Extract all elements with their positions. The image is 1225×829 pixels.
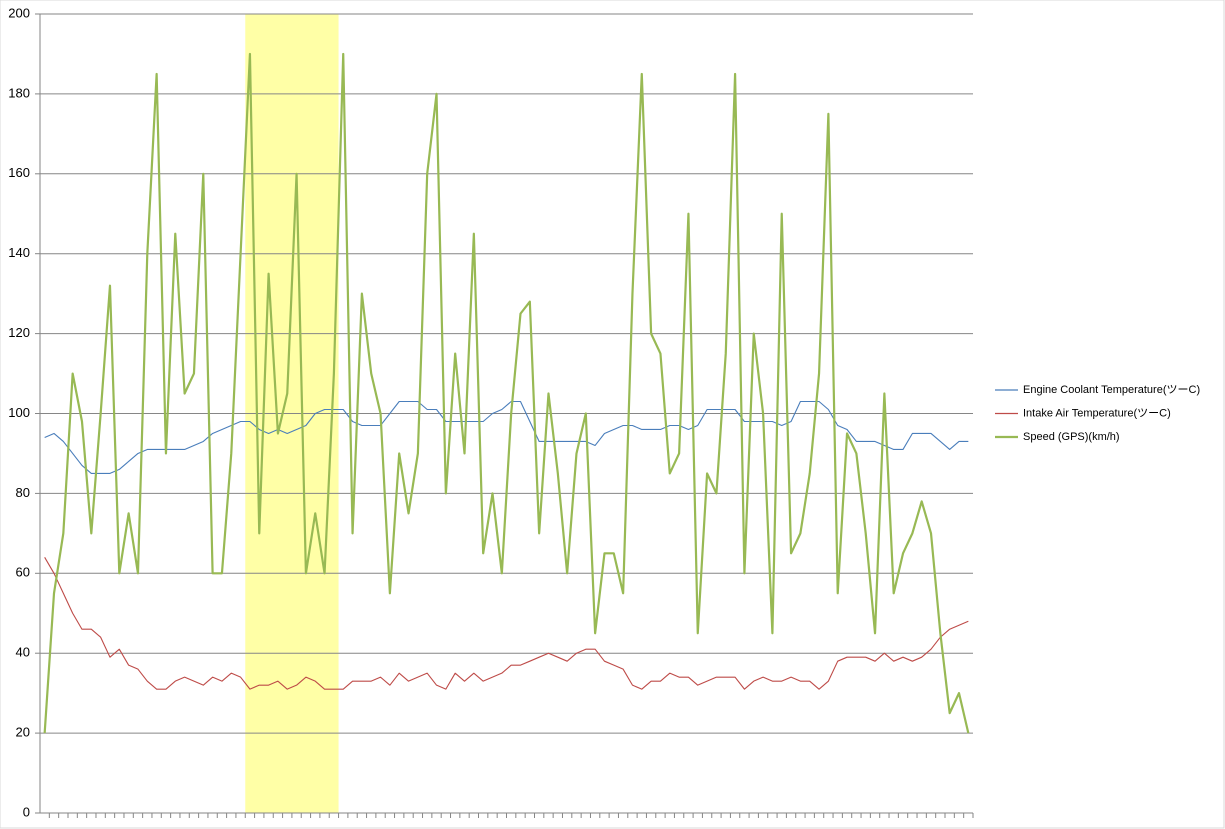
- y-tick-label: 0: [23, 804, 30, 819]
- y-tick-label: 120: [8, 325, 30, 340]
- series-line: [44, 557, 969, 690]
- y-tick-label: 200: [8, 5, 30, 20]
- legend-label: Speed (GPS)(km/h): [1023, 431, 1120, 443]
- legend: Engine Coolant Temperature(ツーC) Intake Ai…: [995, 384, 1200, 443]
- legend-label: Engine Coolant Temperature(ツーC): [1023, 384, 1200, 396]
- legend-label: Intake Air Temperature(ツーC): [1023, 407, 1171, 419]
- y-tick-label: 100: [8, 405, 30, 420]
- y-tick-label: 180: [8, 85, 30, 100]
- series-line: [43, 52, 970, 734]
- y-tick-label: 60: [16, 565, 30, 580]
- series-line: [44, 400, 969, 474]
- y-tick-label: 160: [8, 165, 30, 180]
- y-tick-label: 80: [16, 485, 30, 500]
- y-tick-label: 40: [16, 645, 30, 660]
- y-tick-label: 20: [16, 725, 30, 740]
- y-tick-label: 140: [8, 245, 30, 260]
